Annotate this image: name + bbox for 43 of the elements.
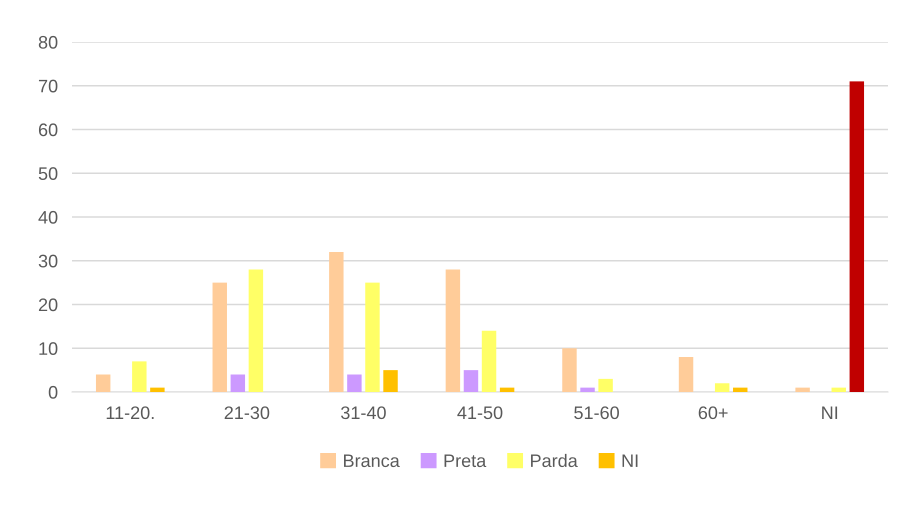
legend-label: NI [622, 454, 638, 467]
y-tick-label: 80 [38, 36, 58, 49]
y-tick-label: 70 [38, 80, 58, 92]
x-tick-label: 60+ [698, 406, 728, 420]
bar [598, 378, 613, 392]
bar [248, 270, 264, 392]
bar [832, 388, 846, 392]
bar [230, 374, 246, 392]
bar [212, 282, 227, 392]
x-tick-label: 41-50 [457, 406, 502, 420]
bar [329, 252, 344, 392]
y-tick-label: 10 [39, 342, 58, 355]
y-tick-label: 20 [38, 298, 58, 312]
bar [383, 370, 398, 392]
bar [150, 388, 165, 392]
x-tick-label: 51-60 [574, 406, 619, 420]
x-tick-label: 21-30 [224, 406, 270, 420]
bar [733, 388, 748, 392]
bar [580, 388, 595, 392]
bar [500, 388, 514, 392]
bar [365, 282, 380, 392]
bar [714, 383, 730, 392]
bar [446, 270, 460, 392]
y-tick-label: 40 [38, 210, 58, 224]
bar [482, 330, 496, 392]
x-tick-label: NI [822, 406, 838, 419]
x-tick-label: 11-20. [106, 406, 154, 420]
legend-label: Branca [344, 454, 400, 468]
bar [96, 374, 110, 392]
bar [132, 361, 147, 392]
x-tick-label: 31-40 [341, 406, 386, 420]
bar [562, 348, 577, 392]
y-tick-label: 0 [48, 386, 58, 399]
y-tick-label: 60 [38, 123, 58, 136]
y-tick-label: 50 [38, 167, 58, 180]
legend-label: Parda [531, 454, 578, 468]
bar [464, 370, 478, 392]
bar [347, 374, 362, 392]
bar [795, 388, 810, 392]
y-tick-label: 30 [38, 254, 58, 268]
bar [678, 357, 694, 392]
legend-label: Preta [444, 454, 486, 468]
bar [850, 81, 864, 392]
